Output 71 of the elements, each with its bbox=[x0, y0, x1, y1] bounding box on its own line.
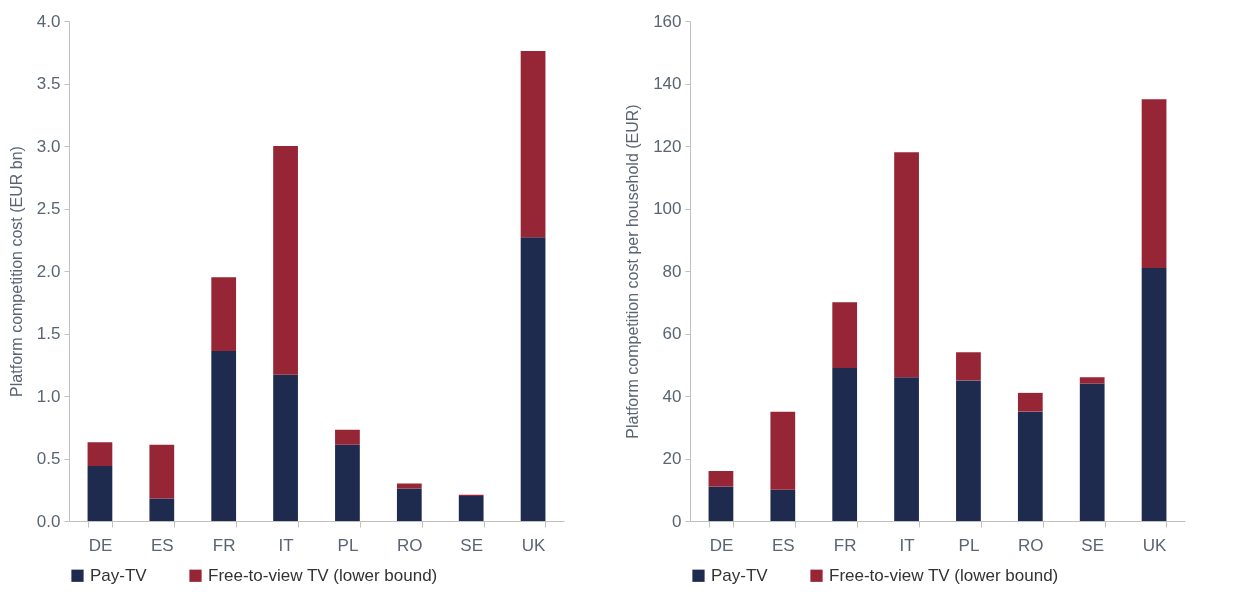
y-tick-label: 0.0 bbox=[36, 511, 61, 531]
bar bbox=[335, 429, 360, 445]
y-tick-label: 2.5 bbox=[36, 199, 61, 218]
bar bbox=[1141, 99, 1167, 268]
x-tick-label: SE bbox=[1081, 535, 1105, 555]
y-tick-label: 1.0 bbox=[36, 386, 61, 406]
x-tick-label: IT bbox=[899, 535, 915, 555]
y-axis-title: Platform competition cost (EUR bn) bbox=[7, 146, 25, 397]
bar bbox=[956, 380, 981, 521]
x-tick-label: DE bbox=[88, 535, 113, 555]
bar bbox=[956, 352, 981, 381]
bar bbox=[1141, 267, 1167, 521]
y-tick-label: 140 bbox=[653, 74, 682, 93]
bar bbox=[273, 146, 298, 375]
bar bbox=[520, 51, 546, 238]
bar bbox=[458, 496, 484, 521]
y-tick-label: 0 bbox=[672, 511, 682, 531]
y-tick-label: 120 bbox=[653, 136, 682, 156]
x-tick-label: FR bbox=[833, 535, 857, 555]
x-tick-label: UK bbox=[521, 535, 547, 555]
legend-label: Pay-TV bbox=[711, 565, 769, 585]
x-tick-label: RO bbox=[1018, 535, 1044, 555]
y-tick-label: 60 bbox=[662, 324, 682, 343]
bar bbox=[1079, 377, 1105, 384]
bar bbox=[770, 489, 796, 521]
bar bbox=[832, 367, 858, 521]
bar bbox=[396, 488, 422, 521]
bar bbox=[149, 444, 175, 499]
bar bbox=[1079, 383, 1105, 521]
y-tick-label: 40 bbox=[662, 386, 682, 406]
bar bbox=[211, 351, 237, 521]
bar bbox=[894, 152, 919, 378]
y-tick-label: 3.0 bbox=[36, 136, 61, 156]
y-tick-label: 20 bbox=[662, 449, 682, 468]
bar bbox=[1017, 411, 1043, 521]
x-tick-label: FR bbox=[212, 535, 236, 555]
bar bbox=[520, 237, 546, 521]
bar bbox=[1017, 392, 1043, 412]
y-tick-label: 80 bbox=[662, 261, 682, 281]
x-tick-label: ES bbox=[150, 535, 174, 555]
y-tick-label: 3.5 bbox=[36, 74, 61, 93]
x-tick-label: PL bbox=[337, 535, 359, 555]
x-tick-label: SE bbox=[460, 535, 484, 555]
y-tick-label: 1.5 bbox=[36, 324, 61, 343]
bar bbox=[87, 466, 113, 521]
x-tick-label: DE bbox=[709, 535, 734, 555]
bar bbox=[211, 277, 237, 351]
y-tick-label: 0.5 bbox=[36, 449, 61, 468]
bar bbox=[770, 411, 796, 490]
bar bbox=[832, 302, 858, 368]
x-tick-label: UK bbox=[1142, 535, 1168, 555]
x-tick-label: RO bbox=[397, 535, 423, 555]
x-tick-label: IT bbox=[278, 535, 294, 555]
legend-label: Pay-TV bbox=[90, 565, 148, 585]
legend-label: Free-to-view TV (lower bound) bbox=[829, 565, 1059, 585]
y-axis-title: Platform competition cost per household (EUR) bbox=[624, 104, 642, 439]
y-tick-label: 160 bbox=[653, 11, 682, 31]
bar bbox=[149, 498, 175, 521]
y-tick-label: 4.0 bbox=[36, 11, 61, 31]
legend-label: Free-to-view TV (lower bound) bbox=[208, 565, 438, 585]
x-tick-label: ES bbox=[771, 535, 795, 555]
bar bbox=[87, 442, 113, 466]
bar bbox=[396, 483, 422, 489]
bar bbox=[273, 374, 298, 521]
bar bbox=[894, 377, 919, 521]
bar bbox=[335, 444, 360, 521]
bar bbox=[708, 486, 734, 521]
y-tick-label: 100 bbox=[653, 199, 682, 218]
bar bbox=[708, 471, 734, 487]
y-tick-label: 2.0 bbox=[36, 261, 61, 281]
x-tick-label: PL bbox=[958, 535, 980, 555]
